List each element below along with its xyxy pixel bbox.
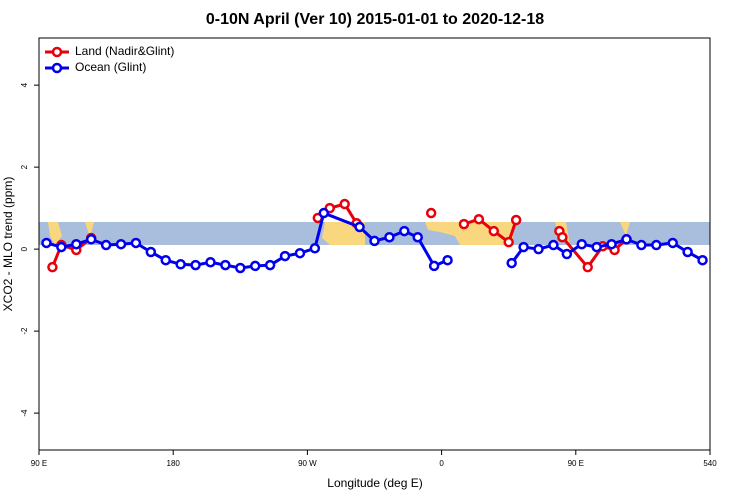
- point: [130, 237, 142, 249]
- point: [145, 246, 157, 258]
- legend-label: Ocean (Glint): [75, 60, 146, 74]
- point: [636, 239, 647, 251]
- point: [264, 259, 276, 271]
- point: [160, 254, 171, 266]
- point: [235, 262, 246, 274]
- x-tick-label: 0: [439, 459, 444, 468]
- point: [518, 241, 529, 253]
- y-tick-label: 4: [20, 82, 29, 87]
- point: [100, 239, 112, 251]
- ocean-band: [39, 222, 710, 245]
- point: [249, 260, 261, 272]
- series-line: [51, 202, 628, 270]
- point: [85, 234, 97, 245]
- point: [428, 260, 440, 272]
- point: [591, 241, 602, 253]
- legend-label: Land (Nadir&Glint): [75, 44, 174, 58]
- map-strip: [39, 222, 710, 245]
- x-tick-label: 90 E: [568, 459, 584, 468]
- legend-marker: [51, 62, 63, 74]
- point: [582, 261, 593, 273]
- x-axis-label: Longitude (deg E): [327, 476, 422, 490]
- x-tick-label: 180: [167, 459, 181, 468]
- point: [56, 241, 67, 253]
- point: [47, 261, 58, 273]
- point: [294, 247, 306, 259]
- chart-title: 0-10N April (Ver 10) 2015-01-01 to 2020-…: [206, 11, 544, 28]
- point: [621, 234, 632, 245]
- point: [458, 218, 470, 230]
- point: [667, 237, 678, 249]
- point: [175, 259, 186, 270]
- point: [442, 254, 453, 266]
- x-tick-label: 90 E: [31, 459, 47, 468]
- point: [369, 235, 380, 247]
- point: [318, 207, 330, 219]
- point: [71, 238, 82, 250]
- y-tick-label: -2: [20, 327, 29, 335]
- point: [488, 225, 500, 237]
- point: [412, 231, 423, 243]
- x-tick-label: 90 W: [298, 459, 317, 468]
- y-tick-label: -4: [20, 409, 29, 417]
- y-tick-label: 2: [20, 164, 29, 169]
- point: [220, 259, 231, 271]
- point: [339, 198, 350, 210]
- point: [309, 243, 321, 254]
- point: [576, 238, 588, 250]
- point: [510, 214, 522, 226]
- point: [697, 254, 708, 266]
- point: [205, 256, 216, 268]
- point: [115, 238, 127, 250]
- point: [682, 246, 693, 258]
- point: [548, 239, 559, 251]
- plot-frame: [38, 37, 711, 451]
- point: [533, 243, 544, 255]
- point: [354, 221, 365, 233]
- land-patch: [48, 222, 630, 245]
- point: [606, 238, 617, 250]
- point: [279, 250, 291, 262]
- point: [399, 225, 410, 237]
- point: [41, 237, 52, 249]
- point: [506, 257, 517, 269]
- point: [557, 231, 568, 243]
- point: [425, 207, 437, 219]
- x-tick-label: 540: [703, 459, 717, 468]
- point: [384, 231, 395, 243]
- y-tick-label: 0: [20, 246, 29, 251]
- point: [651, 239, 662, 251]
- y-axis-label: XCO2 - MLO trend (ppm): [1, 177, 15, 312]
- point: [561, 248, 573, 260]
- legend-marker: [51, 46, 63, 58]
- point: [190, 259, 201, 271]
- point: [473, 213, 485, 225]
- point: [503, 236, 514, 248]
